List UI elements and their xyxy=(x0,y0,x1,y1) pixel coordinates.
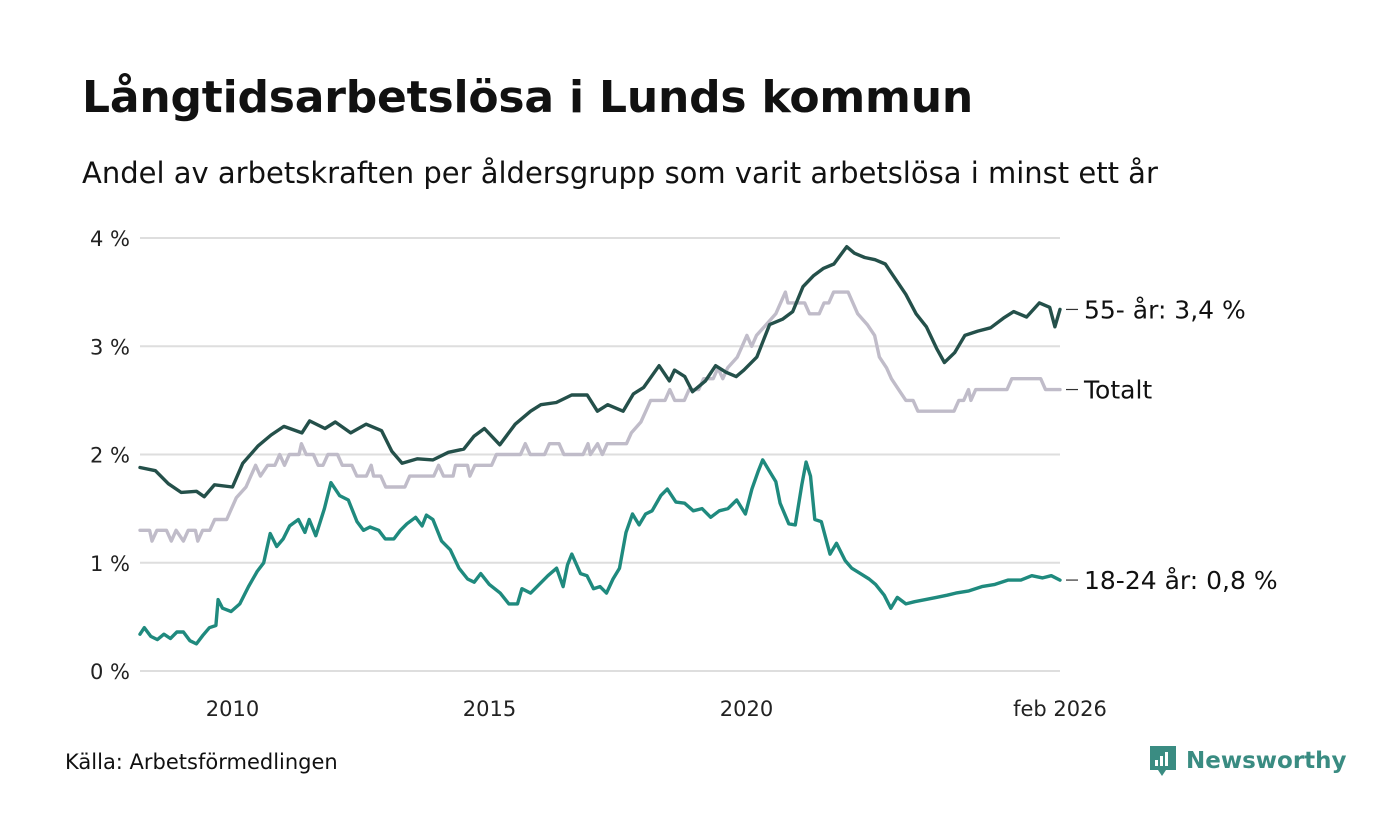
series-end-labels: Totalt 55- år: 3,4 % 18-24 år: 0,8 % xyxy=(1066,295,1278,595)
x-tick-label: 2020 xyxy=(720,697,773,721)
end-label: Totalt xyxy=(1083,376,1152,405)
y-axis-ticks: 0 % 1 % 2 % 3 % 4 % xyxy=(90,227,130,684)
y-tick-label: 3 % xyxy=(90,335,130,359)
y-tick-label: 1 % xyxy=(90,552,130,576)
end-label: 55- år: 3,4 % xyxy=(1084,295,1246,324)
series-line-18-24-r xyxy=(138,458,1062,646)
end-label: 18-24 år: 0,8 % xyxy=(1084,566,1278,595)
chart-subtitle: Andel av arbetskraften per åldersgrupp s… xyxy=(82,156,1158,190)
series-lines xyxy=(138,245,1062,646)
gridlines xyxy=(140,237,1060,672)
x-tick-label: 2010 xyxy=(206,697,259,721)
chart-title: Långtidsarbetslösa i Lunds kommun xyxy=(82,72,973,123)
series-line-55-r xyxy=(138,245,1062,499)
x-tick-label: feb 2026 xyxy=(1013,697,1107,721)
y-tick-label: 2 % xyxy=(90,444,130,468)
x-axis-ticks: 2010 2015 2020 feb 2026 xyxy=(206,697,1107,721)
y-tick-label: 4 % xyxy=(90,227,130,251)
newsworthy-logo-icon xyxy=(1150,746,1176,776)
source-note: Källa: Arbetsförmedlingen xyxy=(65,750,338,774)
brand-logo[interactable]: Newsworthy xyxy=(1148,744,1347,778)
y-tick-label: 0 % xyxy=(90,660,130,684)
x-tick-label: 2015 xyxy=(463,697,516,721)
series-line-totalt xyxy=(138,290,1062,543)
brand-name: Newsworthy xyxy=(1186,748,1347,774)
